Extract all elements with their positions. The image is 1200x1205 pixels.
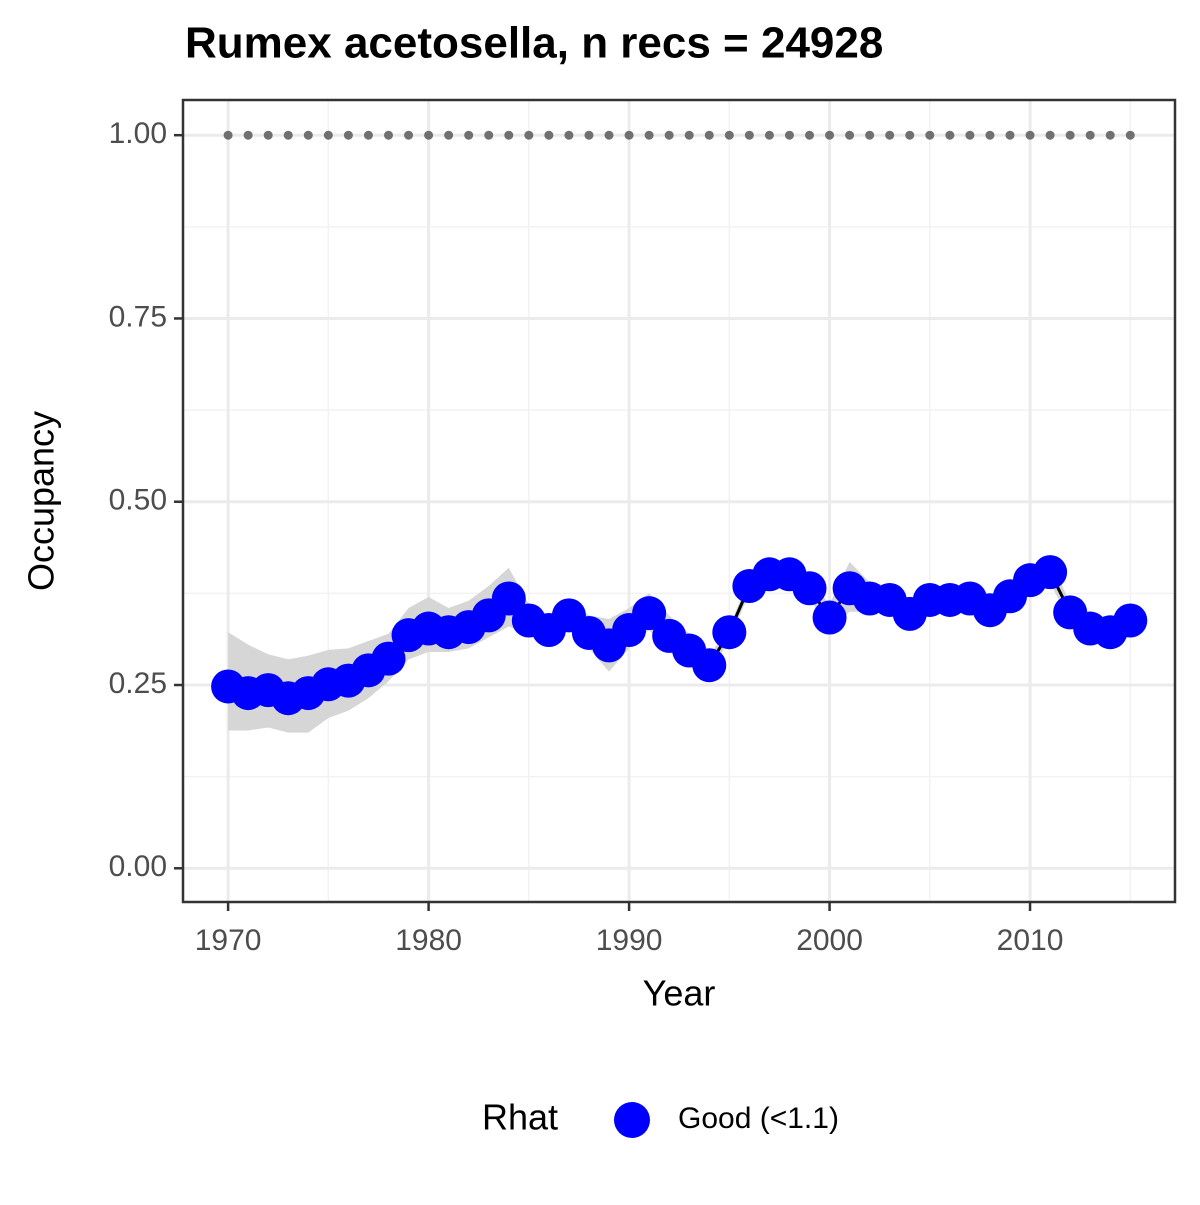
reference-dot [865, 130, 875, 140]
reference-dot [383, 130, 393, 140]
data-point [1033, 555, 1068, 590]
y-tick-label: 0.25 [109, 667, 167, 700]
reference-dot [644, 130, 654, 140]
reference-dot [424, 130, 434, 140]
reference-dot [1125, 130, 1135, 140]
data-point [371, 641, 406, 676]
reference-dot [484, 130, 494, 140]
x-tick-label: 1970 [195, 924, 262, 957]
reference-dot [564, 130, 574, 140]
reference-dot [263, 130, 273, 140]
reference-dot [845, 130, 855, 140]
x-tick-label: 1980 [395, 924, 462, 957]
reference-dot [684, 130, 694, 140]
reference-dot [704, 130, 714, 140]
reference-dot [925, 130, 935, 140]
y-tick-label: 0.00 [109, 850, 167, 883]
data-point [692, 648, 727, 683]
y-tick-label: 0.50 [109, 484, 167, 517]
reference-dot [965, 130, 975, 140]
reference-dot [504, 130, 514, 140]
reference-dot [404, 130, 414, 140]
reference-dot [764, 130, 774, 140]
data-point [792, 571, 827, 606]
x-axis-label: Year [643, 973, 716, 1014]
reference-dot [303, 130, 313, 140]
chart-title: Rumex acetosella, n recs = 24928 [185, 19, 883, 68]
x-tick-label: 1990 [596, 924, 663, 957]
x-tick-label: 2010 [997, 924, 1064, 957]
reference-dot [664, 130, 674, 140]
reference-dot [784, 130, 794, 140]
reference-dot [1045, 130, 1055, 140]
reference-dot [985, 130, 995, 140]
plot-border [181, 98, 1177, 904]
reference-dot [905, 130, 915, 140]
y-tick-label: 0.75 [109, 300, 167, 333]
reference-dot [323, 130, 333, 140]
reference-dot [343, 130, 353, 140]
legend-label: Good (<1.1) [678, 1102, 839, 1135]
data-point [491, 581, 526, 616]
reference-dot [1085, 130, 1095, 140]
reference-dot [544, 130, 554, 140]
reference-dot [1005, 130, 1015, 140]
reference-dot [805, 130, 815, 140]
reference-dot [1065, 130, 1075, 140]
reference-dot [1025, 130, 1035, 140]
reference-dot [283, 130, 293, 140]
reference-dot [624, 130, 634, 140]
reference-dot [524, 130, 534, 140]
y-axis-label: Occupancy [21, 411, 62, 591]
reference-dot [724, 130, 734, 140]
reference-dot [825, 130, 835, 140]
legend-marker [614, 1102, 650, 1138]
reference-dot [243, 130, 253, 140]
reference-dot [363, 130, 373, 140]
legend-title: Rhat [482, 1097, 558, 1138]
data-point [812, 600, 847, 635]
reference-dot [584, 130, 594, 140]
data-point [632, 596, 667, 631]
reference-dot [1105, 130, 1115, 140]
reference-dot [744, 130, 754, 140]
data-point [712, 615, 747, 650]
reference-dot [945, 130, 955, 140]
reference-dot [444, 130, 454, 140]
reference-dot [885, 130, 895, 140]
x-tick-label: 2000 [796, 924, 863, 957]
reference-dot [464, 130, 474, 140]
data-point [1113, 603, 1148, 638]
y-tick-label: 1.00 [109, 117, 167, 150]
reference-dot [604, 130, 614, 140]
reference-dot [223, 130, 233, 140]
